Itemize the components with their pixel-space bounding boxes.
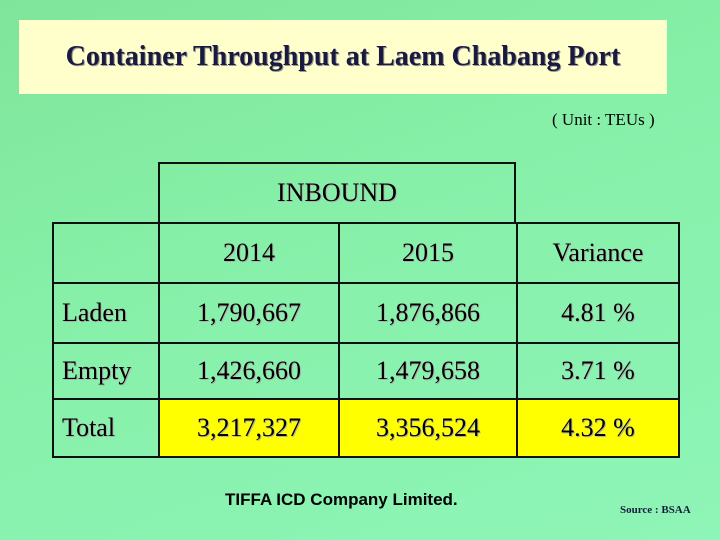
laden-2015: 1,876,866 <box>340 284 518 344</box>
row-label-laden: Laden <box>54 284 160 344</box>
throughput-table: 2014 2015 Variance Laden 1,790,667 1,876… <box>52 222 680 458</box>
column-header-2014: 2014 <box>160 224 340 284</box>
laden-2014: 1,790,667 <box>160 284 340 344</box>
page-title: Container Throughput at Laem Chabang Por… <box>65 41 621 72</box>
column-header-variance: Variance <box>518 224 678 284</box>
inbound-header: INBOUND <box>158 162 516 224</box>
total-2014: 3,217,327 <box>160 400 340 456</box>
total-variance: 4.32 % <box>518 400 678 456</box>
source-note: Source : BSAA <box>620 504 691 516</box>
title-box: Container Throughput at Laem Chabang Por… <box>19 20 667 94</box>
row-label-total: Total <box>54 400 160 456</box>
column-header-2015: 2015 <box>340 224 518 284</box>
laden-variance: 4.81 % <box>518 284 678 344</box>
total-2015: 3,356,524 <box>340 400 518 456</box>
unit-label: ( Unit : TEUs ) <box>552 110 655 129</box>
empty-2014: 1,426,660 <box>160 344 340 400</box>
empty-variance: 3.71 % <box>518 344 678 400</box>
row-label-empty: Empty <box>54 344 160 400</box>
company-name: TIFFA ICD Company Limited. <box>225 490 458 509</box>
column-header-blank <box>54 224 160 284</box>
empty-2015: 1,479,658 <box>340 344 518 400</box>
